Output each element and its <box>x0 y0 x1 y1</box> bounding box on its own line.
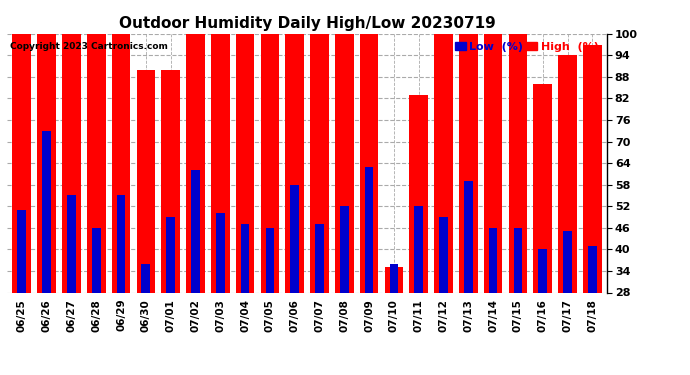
Bar <box>533 84 552 292</box>
Bar <box>236 34 255 292</box>
Bar <box>439 217 448 292</box>
Bar <box>37 34 56 292</box>
Bar <box>161 70 180 292</box>
Bar <box>117 195 126 292</box>
Bar <box>588 246 597 292</box>
Bar <box>513 228 522 292</box>
Bar <box>12 34 31 292</box>
Bar <box>186 34 205 292</box>
Bar <box>340 206 348 292</box>
Bar <box>216 213 224 292</box>
Bar <box>359 34 378 292</box>
Bar <box>241 224 249 292</box>
Bar <box>384 267 403 292</box>
Text: Copyright 2023 Cartronics.com: Copyright 2023 Cartronics.com <box>10 42 168 51</box>
Bar <box>62 34 81 292</box>
Bar <box>414 206 423 292</box>
Bar <box>509 34 527 292</box>
Bar <box>335 34 353 292</box>
Bar <box>266 228 274 292</box>
Bar <box>459 34 477 292</box>
Bar <box>365 167 373 292</box>
Bar <box>409 95 428 292</box>
Legend: Low  (%), High  (%): Low (%), High (%) <box>455 42 599 52</box>
Bar <box>310 34 328 292</box>
Bar <box>558 56 577 292</box>
Bar <box>315 224 324 292</box>
Bar <box>137 70 155 292</box>
Bar <box>538 249 547 292</box>
Bar <box>191 170 200 292</box>
Bar <box>67 195 76 292</box>
Bar <box>286 34 304 292</box>
Bar <box>17 210 26 292</box>
Bar <box>563 231 572 292</box>
Bar <box>290 185 299 292</box>
Bar <box>141 264 150 292</box>
Bar <box>166 217 175 292</box>
Bar <box>489 228 497 292</box>
Bar <box>42 131 51 292</box>
Title: Outdoor Humidity Daily High/Low 20230719: Outdoor Humidity Daily High/Low 20230719 <box>119 16 495 31</box>
Bar <box>92 228 101 292</box>
Bar <box>112 34 130 292</box>
Bar <box>87 34 106 292</box>
Bar <box>583 45 602 292</box>
Bar <box>390 264 398 292</box>
Bar <box>261 34 279 292</box>
Bar <box>464 181 473 292</box>
Bar <box>434 34 453 292</box>
Bar <box>484 34 502 292</box>
Bar <box>211 34 230 292</box>
